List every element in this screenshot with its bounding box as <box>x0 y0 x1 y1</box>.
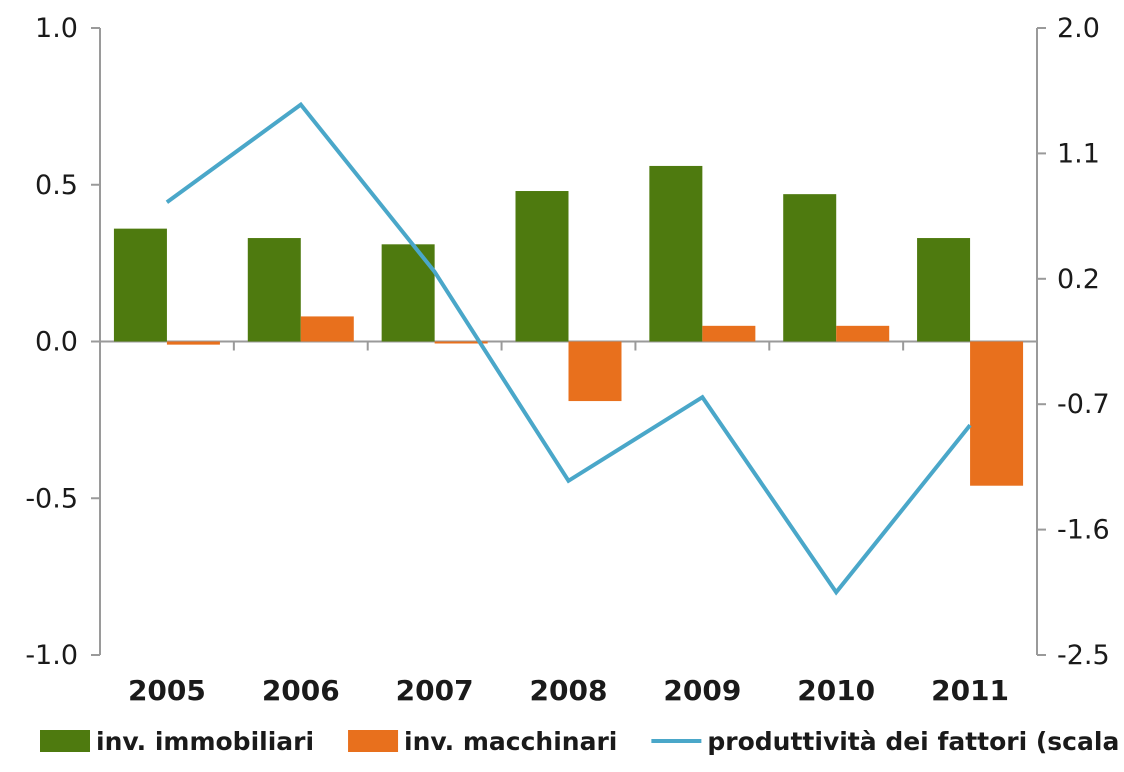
labels-layer: 1.0 0.5 0.0 -0.5 -1.0 2.0 1.1 0.2 -0.7 -1.6 -2.5 20… <box>25 13 1109 707</box>
bar-inv-immobiliari-2006 <box>247 238 301 342</box>
bar-inv-macchinari-2007 <box>434 341 488 344</box>
left-axis-tick-label: 0.0 <box>35 327 78 358</box>
right-axis-tick-label: 0.2 <box>1057 264 1100 295</box>
bar-inv-macchinari-2006 <box>300 316 354 342</box>
bar-inv-immobiliari-2009 <box>649 165 703 342</box>
right-axis-tick-label: -1.6 <box>1057 515 1110 546</box>
right-axis-tick-label: -0.7 <box>1057 389 1110 420</box>
bars-layer <box>113 165 1024 486</box>
right-axis-tick-label: 2.0 <box>1057 13 1100 44</box>
x-axis-category-label: 2009 <box>663 674 741 707</box>
x-axis-category-label: 2007 <box>396 674 474 707</box>
x-axis-category-label: 2006 <box>262 674 340 707</box>
line-layer <box>165 101 972 596</box>
bar-inv-immobiliari-2011 <box>917 238 971 342</box>
bar-inv-macchinari-2011 <box>970 341 1024 486</box>
legend-swatch-inv-immobiliari <box>40 730 90 752</box>
bar-inv-immobiliari-2010 <box>783 194 837 342</box>
bar-inv-macchinari-2008 <box>568 341 622 402</box>
left-axis-tick-label: 0.5 <box>35 170 78 201</box>
legend-swatch-inv-macchinari <box>348 730 399 752</box>
x-axis-category-label: 2008 <box>530 674 608 707</box>
legend-label: inv. immobiliari <box>96 727 314 756</box>
left-axis-tick-label: -0.5 <box>25 483 78 514</box>
right-axis-tick-label: 1.1 <box>1057 138 1100 169</box>
x-axis-category-label: 2011 <box>931 674 1009 707</box>
bar-inv-immobiliari-2008 <box>515 191 569 342</box>
legend-label: inv. macchinari <box>404 727 617 756</box>
left-axis-tick-label: 1.0 <box>35 13 78 44</box>
x-axis-category-label: 2010 <box>797 674 875 707</box>
x-axis-category-label: 2005 <box>128 674 206 707</box>
left-axis-tick-label: -1.0 <box>25 640 78 671</box>
bar-inv-macchinari-2009 <box>702 325 756 342</box>
right-axis-tick-label: -2.5 <box>1057 640 1110 671</box>
legend-label: produttività dei fattori (scala ds) <box>707 727 1124 756</box>
legend: inv. immobiliari inv. macchinari produttiv… <box>40 727 1124 756</box>
bar-inv-macchinari-2010 <box>836 325 890 342</box>
bar-inv-immobiliari-2005 <box>113 228 167 342</box>
bar-inv-macchinari-2005 <box>166 341 220 345</box>
